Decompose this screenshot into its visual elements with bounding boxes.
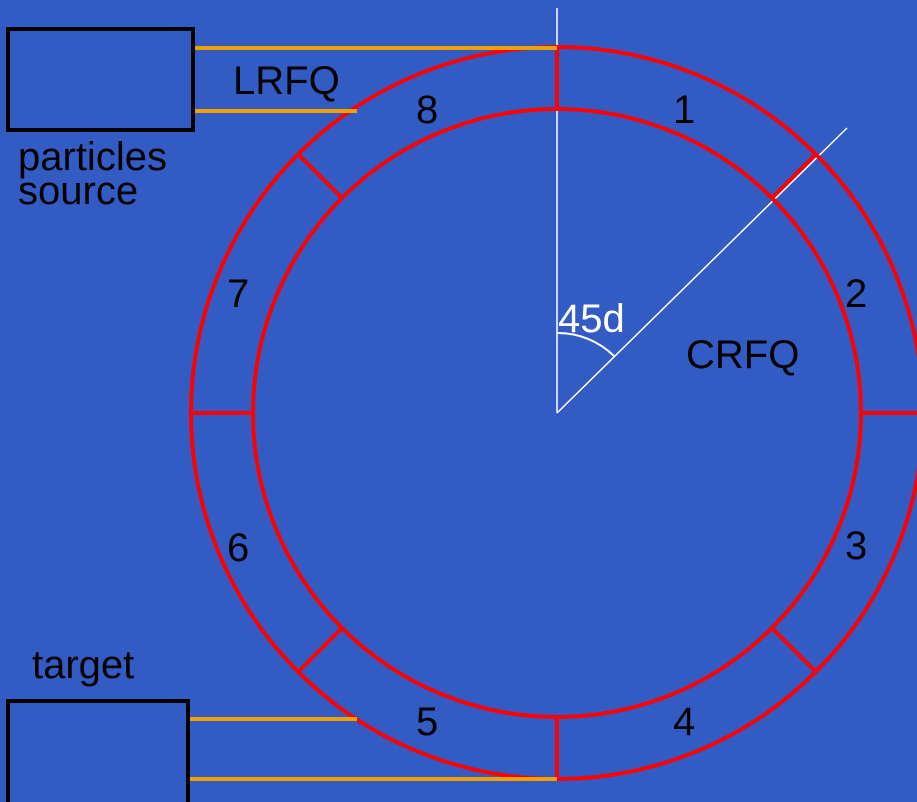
sector-label-7: 7 <box>227 272 249 316</box>
sector-label-6: 6 <box>227 526 249 570</box>
beamlines <box>188 46 557 781</box>
particles-source-box <box>6 27 195 132</box>
angle-label: 45d <box>558 297 625 341</box>
lrfq-label: LRFQ <box>233 59 340 103</box>
sector-label-1: 1 <box>673 88 695 132</box>
sector-divider-top-right <box>770 152 818 200</box>
crfq-ring <box>189 45 917 781</box>
sector-label-8: 8 <box>416 88 438 132</box>
sector-divider-top-left <box>296 152 344 200</box>
source-label-line2: source <box>18 169 138 213</box>
sector-divider-bottom-right <box>770 626 818 674</box>
crfq-label: CRFQ <box>686 333 799 377</box>
sector-label-4: 4 <box>673 700 695 744</box>
source-label-line1: particles <box>18 135 167 179</box>
angle-arc <box>556 331 615 357</box>
sector-label-3: 3 <box>845 524 867 568</box>
sector-divider-bottom-left <box>296 626 344 674</box>
target-label: target <box>32 643 134 687</box>
sector-label-5: 5 <box>416 700 438 744</box>
diagonal-reference-line <box>556 127 848 414</box>
sector-label-2: 2 <box>845 272 867 316</box>
target-box <box>6 699 190 802</box>
